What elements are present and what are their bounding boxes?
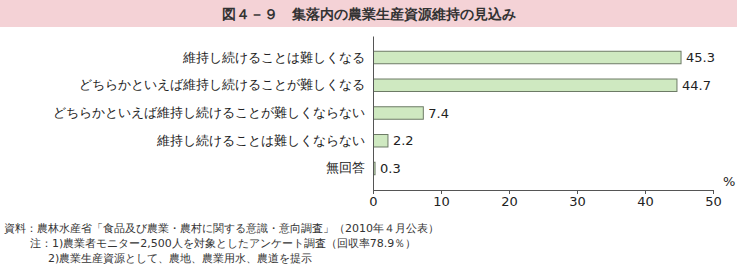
tick: 0 (369, 190, 377, 209)
tick-label: 40 (637, 194, 654, 209)
category-label: 維持し続けることは難しくならない (156, 133, 365, 148)
tick-label: 50 (705, 194, 722, 209)
tick: 30 (569, 190, 586, 209)
category-label: どちらかといえば維持し続けることが難しくならない (53, 105, 365, 120)
tick: 20 (501, 190, 518, 209)
tick-label: 20 (501, 194, 518, 209)
y-axis: 維持し続けることは難しくなるどちらかといえば維持し続けることが難しくなるどちらか… (53, 37, 374, 191)
bar (373, 51, 681, 63)
data-label: 0.3 (380, 161, 401, 176)
category-label: 無回答 (326, 160, 365, 175)
tick: 維持し続けることは難しくならない (156, 133, 373, 148)
tick: 無回答 (326, 160, 373, 175)
category-label: どちらかといえば維持し続けることが難しくなる (79, 77, 365, 92)
chart: 図４－９ 集落内の農業生産資源維持の見込み 45.3 44.7 7.4 2.2 0.3 維持… (0, 0, 737, 269)
bar (373, 107, 423, 119)
tick: 維持し続けることは難しくなる (182, 50, 373, 65)
bar (373, 135, 388, 147)
tick: どちらかといえば維持し続けることが難しくならない (53, 105, 373, 120)
note: 注：1)農業者モニター2,500人を対象としたアンケート調査（回収率78.9％） (30, 237, 416, 250)
bars (373, 51, 681, 174)
data-label: 2.2 (393, 133, 414, 148)
note: 2)農業生産資源として、農地、農業用水、農道を提示 (48, 252, 312, 265)
category-label: 維持し続けることは難しくなる (182, 50, 365, 65)
axis-line (373, 37, 374, 191)
note: 資料：農林水産省「食品及び農業・農村に関する意識・意向調査」（2010年４月公表… (4, 222, 439, 235)
tick: どちらかといえば維持し続けることが難しくなる (79, 77, 373, 92)
bar (373, 79, 677, 91)
title-band (0, 0, 737, 27)
data-label: 45.3 (686, 50, 715, 65)
tick: 10 (433, 190, 450, 209)
data-label: 44.7 (682, 78, 711, 93)
x-axis: 0 10 20 30 40 50 (369, 190, 721, 209)
tick: 50 (705, 190, 722, 209)
tick-label: 0 (369, 194, 377, 209)
title: 図４－９ 集落内の農業生産資源維持の見込み (222, 6, 516, 22)
tick: 40 (637, 190, 654, 209)
notes: 資料：農林水産省「食品及び農業・農村に関する意識・意向調査」（2010年４月公表… (4, 222, 439, 265)
axis-title: % (723, 174, 735, 189)
data-labels: 45.3 44.7 7.4 2.2 0.3 (380, 50, 715, 176)
axis-line (374, 191, 714, 195)
tick-label: 10 (433, 194, 450, 209)
data-label: 7.4 (428, 106, 449, 121)
tick-label: 30 (569, 194, 586, 209)
